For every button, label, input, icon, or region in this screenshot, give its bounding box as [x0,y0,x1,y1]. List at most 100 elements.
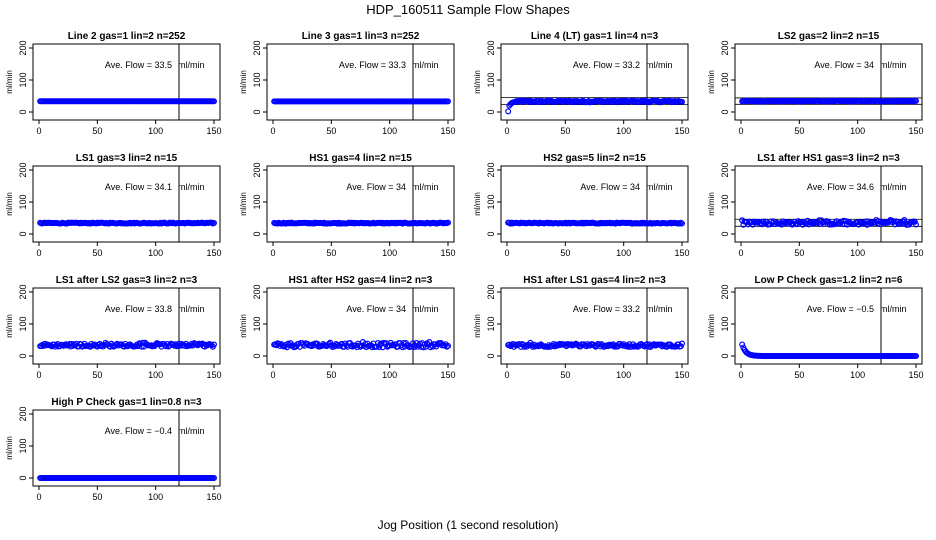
panel-6-xtick-label: 100 [382,248,397,258]
panel-9-xtick-label: 100 [148,370,163,380]
panel-8-ave-value: Ave. Flow = 34.6 [807,182,874,192]
panel-10-xtick-label: 150 [440,370,455,380]
panel-4-title: LS2 gas=2 lin=2 n=15 [778,31,880,42]
panel-7-ave-unit: ml/min [646,182,673,192]
panel-9-ytick-label: 0 [18,353,28,358]
panel-6-frame [266,165,455,243]
panel-1-ave-value: Ave. Flow = 33.5 [105,60,172,70]
panel-9-ave-unit: ml/min [178,304,205,314]
panel-7-frame [500,165,689,243]
panel-8-point [901,217,908,224]
panel-4-ave-value: Ave. Flow = 34 [814,60,874,70]
panel-12-ave-unit: ml/min [880,304,907,314]
panel-10-point [327,339,334,346]
panel-12-xtick-label: 100 [850,370,865,380]
panel-6-title: HS1 gas=4 lin=2 n=15 [309,153,412,164]
panel-4-xtick-label: 150 [908,126,923,136]
panel-1-xtick-label: 0 [36,126,41,136]
panel-7-xtick-label: 0 [504,248,509,258]
panel-11-ytick-label: 100 [486,316,496,331]
panel-13-ytick-label: 100 [18,438,28,453]
panel-3-title: Line 4 (LT) gas=1 lin=4 n=3 [531,31,659,42]
panel-9-frame [32,287,221,365]
panel-9-ytick-label: 200 [18,284,28,299]
panel-12-ylabel: ml/min [707,314,716,338]
panel-11-xtick-label: 0 [504,370,509,380]
panel-2-ytick-label: 0 [252,109,262,114]
panel-11-ytick-label: 0 [486,353,496,358]
panel-13-frame [32,409,221,487]
panel-11-ave-unit: ml/min [646,304,673,314]
panel-10-point [357,343,364,350]
panel-6-point [445,219,452,226]
panel-10-ytick-label: 100 [252,316,262,331]
panel-12-point [739,341,746,348]
panel-9-ave-value: Ave. Flow = 33.8 [105,304,172,314]
panel-5-ytick-label: 0 [18,231,28,236]
panel-10-xtick-label: 0 [270,370,275,380]
panel-8-xtick-label: 150 [908,248,923,258]
panel-7-ave-value: Ave. Flow = 34 [580,182,640,192]
panel-5-ave-unit: ml/min [178,182,205,192]
panel-10-point [380,339,387,346]
panel-12-ave-value: Ave. Flow = −0.5 [807,304,874,314]
panel-10-ytick-label: 200 [252,284,262,299]
panel-6-ytick-label: 200 [252,162,262,177]
panel-1-xtick-label: 150 [206,126,221,136]
panel-8-point [862,218,869,225]
panel-12-point [912,353,919,360]
panel-5-frame [32,165,221,243]
x-axis-label: Jog Position (1 second resolution) [377,518,559,532]
panel-8-ytick-label: 100 [720,194,730,209]
panel-13-ytick-label: 200 [18,406,28,421]
panel-11-xtick-label: 50 [560,370,570,380]
panel-13-xtick-label: 0 [36,492,41,502]
panel-8-xtick-label: 0 [738,248,743,258]
panel-13-xtick-label: 150 [206,492,221,502]
panel-10-point [445,342,452,349]
panel-10-point [408,343,415,350]
panel-3-ytick-label: 0 [486,109,496,114]
panel-11-title: HS1 after LS1 gas=4 lin=2 n=3 [523,275,666,286]
panel-10-frame [266,287,455,365]
panel-10-ave-unit: ml/min [412,304,439,314]
panel-2-ave-unit: ml/min [412,60,439,70]
panel-4-ytick-label: 100 [720,72,730,87]
panel-2-ylabel: ml/min [239,70,248,94]
panel-10-title: HS1 after HS2 gas=4 lin=2 n=3 [289,275,433,286]
page-title: HDP_160511 Sample Flow Shapes [366,2,570,17]
panel-8-xtick-label: 100 [850,248,865,258]
panel-4-xtick-label: 50 [794,126,804,136]
panel-5-ytick-label: 200 [18,162,28,177]
panel-11-frame [500,287,689,365]
panel-2-ytick-label: 100 [252,72,262,87]
panel-2-point [445,98,452,105]
panel-4-frame [734,43,923,121]
panel-8-point [912,221,919,228]
panel-5-xtick-label: 150 [206,248,221,258]
panel-3-xtick-label: 0 [504,126,509,136]
panel-3-point [505,108,512,115]
panel-11-point [611,343,618,350]
panel-3-xtick-label: 150 [674,126,689,136]
panel-4-ylabel: ml/min [707,70,716,94]
panel-7-xtick-label: 50 [560,248,570,258]
panel-6-ytick-label: 100 [252,194,262,209]
panel-1-point [211,98,218,105]
panel-13-point [211,475,218,482]
panel-10-ylabel: ml/min [239,314,248,338]
panel-10-xtick-label: 100 [382,370,397,380]
panel-8-ytick-label: 0 [720,231,730,236]
panel-12-ytick-label: 200 [720,284,730,299]
panel-2-frame [266,43,455,121]
panel-7-ytick-label: 0 [486,231,496,236]
panel-8-point [890,218,897,225]
panel-2-xtick-label: 150 [440,126,455,136]
panel-6-xtick-label: 150 [440,248,455,258]
panel-1-ave-unit: ml/min [178,60,205,70]
panel-12-ytick-label: 0 [720,353,730,358]
panel-8-ytick-label: 200 [720,162,730,177]
panel-3-ytick-label: 200 [486,40,496,55]
panel-5-point [211,219,218,226]
